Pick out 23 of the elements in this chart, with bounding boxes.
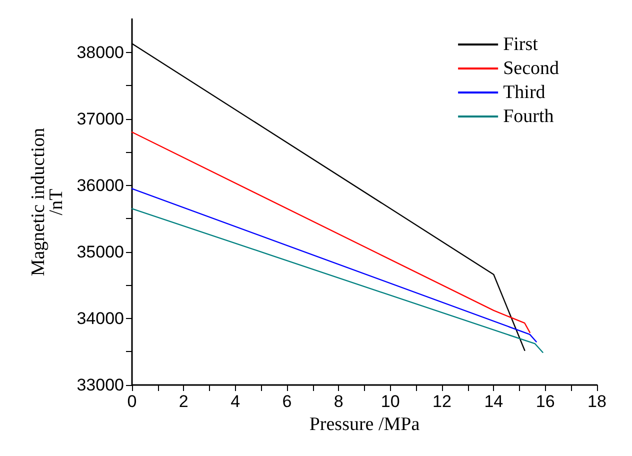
legend-label: First <box>503 34 539 55</box>
y-tick-label: 38000 <box>76 42 124 62</box>
x-tick-label: 8 <box>334 392 344 411</box>
x-axis-title: Pressure /MPa <box>309 414 420 435</box>
x-tick-label: 10 <box>380 392 400 411</box>
x-tick-label: 14 <box>484 392 504 411</box>
x-tick-label: 16 <box>536 392 555 411</box>
line-series <box>131 132 530 334</box>
x-tick-label: 6 <box>282 392 292 411</box>
y-tick-label: 37000 <box>76 109 124 128</box>
x-tick-label: 0 <box>127 392 137 411</box>
y-tick-label: 33000 <box>76 376 124 394</box>
y-axis-title: Magnetic induction /nT <box>28 127 67 276</box>
y-tick-label: 34000 <box>76 308 124 328</box>
x-tick-label: 4 <box>230 392 240 411</box>
legend-label: Third <box>503 82 546 103</box>
y-tick-label: 36000 <box>76 176 124 195</box>
x-tick-label: 2 <box>178 392 188 411</box>
x-tick-label: 18 <box>588 392 606 411</box>
legend-label: Second <box>503 58 560 79</box>
legend-label: Fourth <box>503 106 554 127</box>
x-tick-label: 12 <box>432 392 452 411</box>
y-tick-label: 35000 <box>76 242 124 262</box>
